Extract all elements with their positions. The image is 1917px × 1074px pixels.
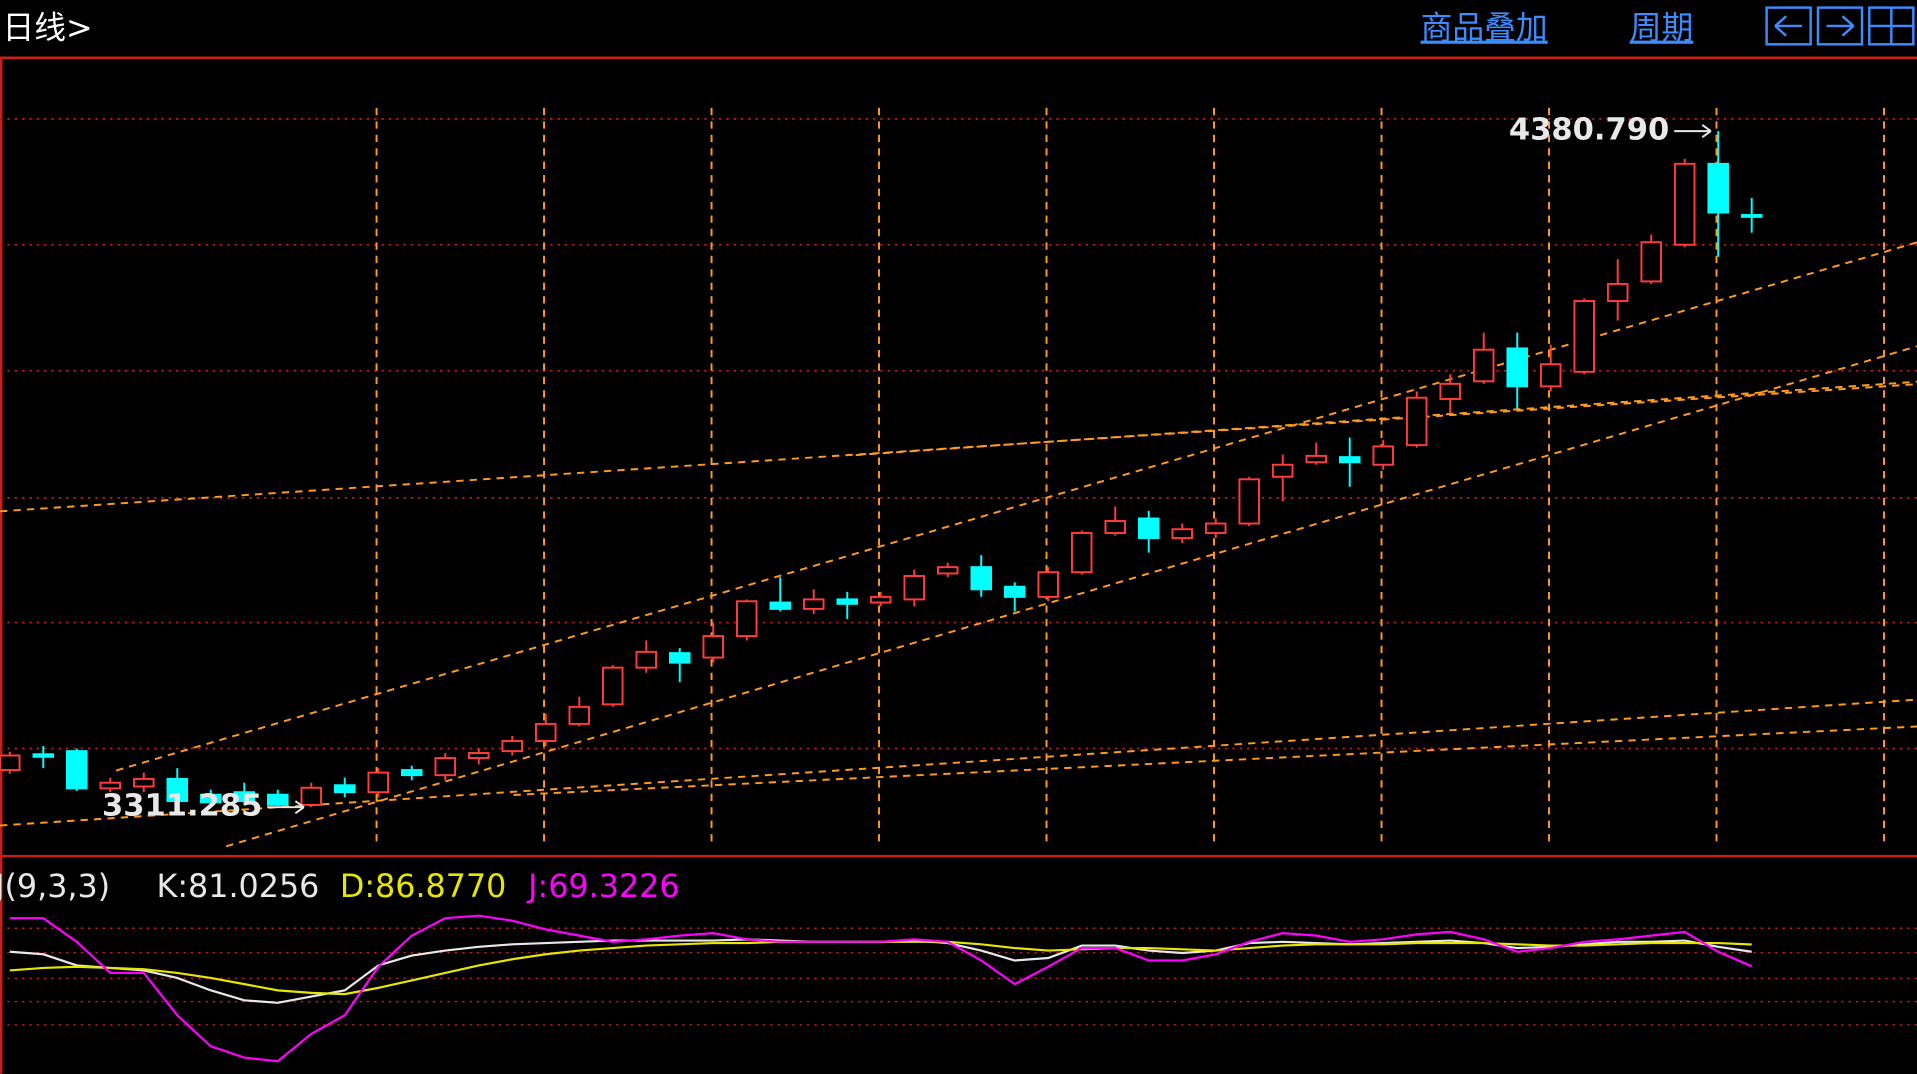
- candle-body: [1171, 528, 1193, 540]
- candle-body: [1439, 382, 1461, 400]
- candle-body: [1238, 478, 1260, 525]
- candle-body: [869, 595, 892, 604]
- trend-line: [0, 698, 1917, 827]
- candle-body: [1003, 585, 1026, 598]
- candle-body: [99, 781, 122, 790]
- legend-entry: K:81.0256: [156, 869, 319, 905]
- trend-line: [225, 345, 1917, 848]
- candle-body: [1506, 347, 1528, 388]
- candle-body: [1740, 214, 1763, 218]
- extreme-arrow: [1674, 124, 1712, 138]
- candle-body: [1472, 348, 1495, 383]
- candle-body: [970, 566, 992, 591]
- candle-body: [1338, 456, 1361, 464]
- candle-body: [1673, 162, 1696, 246]
- indicator-line: [9, 914, 1753, 1063]
- candle-body: [434, 757, 457, 777]
- candle-body: [1640, 241, 1662, 283]
- candle-body: [300, 786, 323, 806]
- candle-body: [903, 575, 926, 601]
- trend-line: [115, 241, 1917, 772]
- period-label[interactable]: 日线>: [2, 11, 92, 47]
- candle-body: [635, 650, 658, 669]
- candle-body: [769, 601, 792, 610]
- candle-body: [468, 752, 490, 760]
- candle-body: [1037, 571, 1059, 598]
- candle-body: [1405, 396, 1428, 447]
- candle-body: [501, 740, 524, 753]
- candle-body: [601, 666, 624, 706]
- candle-body: [802, 598, 825, 610]
- candle-body: [233, 791, 256, 803]
- candle-body: [936, 566, 959, 575]
- candle-body: [1104, 520, 1126, 534]
- candle-body: [1137, 517, 1160, 540]
- candle-body: [1305, 454, 1327, 464]
- next-button[interactable]: [1816, 6, 1864, 46]
- prev-icon: [1774, 15, 1803, 37]
- candle-body: [568, 705, 591, 725]
- grid: [0, 107, 1917, 1026]
- candle-body: [1539, 363, 1562, 388]
- overlay-link[interactable]: 商品叠加: [1421, 11, 1548, 47]
- next-icon: [1826, 15, 1855, 37]
- indicator-title: J(9,3,3): [0, 869, 110, 905]
- candle-body: [367, 771, 390, 794]
- candle-body: [735, 600, 758, 638]
- trend-lines: [0, 241, 1917, 848]
- candle-body: [1070, 532, 1093, 574]
- candle-body: [200, 793, 222, 804]
- candle-body: [32, 753, 55, 758]
- legend-entry: D:86.8770: [340, 869, 507, 905]
- candle-body: [166, 777, 189, 803]
- candle-body: [133, 777, 155, 788]
- kdj-panel: J(9,3,3) K:81.0256 D:86.8770 J:69.3226: [0, 869, 1753, 1063]
- candle-body: [267, 793, 289, 806]
- candles: 4380.790 3311.285: [0, 113, 1763, 824]
- candle-body: [1204, 522, 1227, 534]
- extreme-label: 3311.285: [102, 789, 262, 824]
- candle-body: [1372, 445, 1394, 466]
- cycle-link[interactable]: 周期: [1630, 11, 1694, 47]
- candle-body: [66, 750, 88, 790]
- prev-button[interactable]: [1765, 6, 1812, 46]
- candle-body: [668, 652, 691, 664]
- candle-body: [1573, 300, 1595, 373]
- nav-buttons: [1765, 6, 1915, 46]
- expand-icon: [1869, 7, 1914, 45]
- candle-body: [0, 754, 21, 772]
- extreme-label: 4380.790: [1509, 113, 1669, 148]
- candle-body: [334, 784, 356, 794]
- candle-body: [534, 722, 557, 742]
- candle-body: [1271, 463, 1294, 478]
- extreme-arrow: [267, 800, 305, 815]
- trend-line: [855, 380, 1917, 457]
- candle-body: [702, 635, 725, 659]
- candle-body: [401, 769, 423, 777]
- candle-body: [836, 598, 859, 605]
- trend-line: [513, 725, 1917, 796]
- trend-line: [0, 383, 1917, 513]
- candle-body: [1707, 162, 1729, 214]
- legend-entry: J:69.3226: [526, 869, 679, 905]
- candle-body: [1606, 282, 1629, 302]
